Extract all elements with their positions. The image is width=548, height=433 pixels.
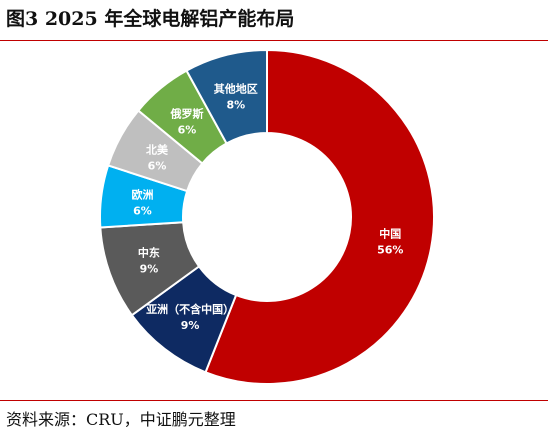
slice-value-0: 56% [377,244,403,257]
slice-label-0: 中国 [379,227,401,241]
slice-value-3: 6% [133,204,152,217]
slice-label-4: 北美 [146,143,169,157]
slice-labels: 中国 56% 亚洲（不含中国） 9% 中东 9% 欧洲 6% 北美 6% 俄罗斯 6% 其他地区 8% [131,81,403,332]
slice-label-3: 欧洲 [131,187,153,201]
slice-label-2: 中东 [138,246,160,260]
donut-slices [99,48,435,385]
donut-slice-6 [185,48,268,145]
slice-value-2: 9% [140,263,159,276]
slice-label-6: 其他地区 [214,81,258,95]
slice-label-5: 俄罗斯 [170,106,204,120]
title-divider [0,40,548,41]
donut-slice-0 [204,48,435,385]
source-note: 资料来源：CRU，中证鹏元整理 [6,410,236,429]
slice-value-6: 8% [226,98,245,111]
source-divider [0,400,548,401]
donut-chart: 中国 56% 亚洲（不含中国） 9% 中东 9% 欧洲 6% 北美 6% 俄罗斯 6% 其他地区 8% [99,48,435,385]
chart-title: 图3 2025 年全球电解铝产能布局 [6,8,295,30]
slice-value-5: 6% [178,123,197,136]
slice-value-4: 6% [148,160,167,173]
slice-value-1: 9% [181,319,200,332]
slice-label-1: 亚洲（不含中国） [146,302,234,316]
